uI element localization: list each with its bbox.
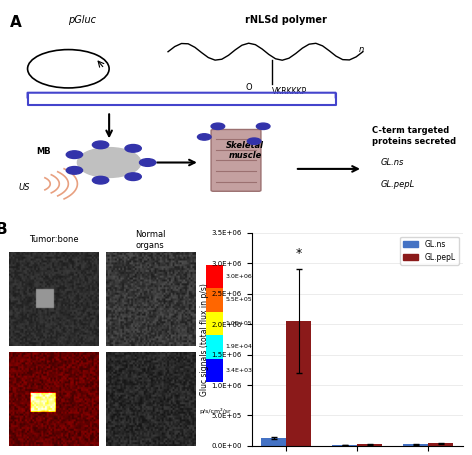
- Text: VKRKKKP: VKRKKKP: [272, 87, 307, 96]
- Text: pGluc: pGluc: [68, 15, 96, 25]
- Circle shape: [125, 145, 141, 152]
- Circle shape: [140, 159, 156, 167]
- Text: p/s/cm²/sr: p/s/cm²/sr: [199, 408, 231, 414]
- Text: 3.4E+03: 3.4E+03: [226, 368, 253, 373]
- Text: rNLSd polymer: rNLSd polymer: [245, 15, 327, 25]
- Bar: [286, 321, 311, 446]
- Text: Tumor:bone: Tumor:bone: [29, 235, 79, 244]
- Bar: [206, 335, 223, 359]
- Circle shape: [93, 177, 109, 184]
- Bar: [332, 445, 357, 446]
- Circle shape: [77, 147, 141, 177]
- Text: GL.pepL: GL.pepL: [381, 180, 415, 188]
- Bar: [403, 445, 428, 446]
- Text: GL.ns: GL.ns: [381, 158, 405, 167]
- Text: B: B: [0, 222, 8, 237]
- Bar: [206, 265, 223, 288]
- Bar: [428, 443, 453, 446]
- Text: C-term targeted
proteins secreted: C-term targeted proteins secreted: [372, 126, 456, 146]
- Bar: [206, 312, 223, 335]
- Text: 1.0E+05: 1.0E+05: [226, 321, 252, 326]
- Text: MB: MB: [37, 147, 51, 156]
- Bar: [261, 438, 286, 446]
- Text: 3.0E+06: 3.0E+06: [226, 274, 252, 279]
- Circle shape: [211, 123, 225, 130]
- Circle shape: [66, 167, 83, 174]
- Legend: GL.ns, GL.pepL: GL.ns, GL.pepL: [400, 237, 459, 264]
- Circle shape: [247, 138, 261, 144]
- Text: Skeletal
muscle: Skeletal muscle: [226, 141, 264, 160]
- Circle shape: [125, 173, 141, 181]
- Text: 1.9E+04: 1.9E+04: [226, 344, 253, 349]
- Bar: [206, 359, 223, 382]
- Circle shape: [197, 134, 211, 140]
- Text: A: A: [9, 15, 21, 30]
- Y-axis label: Gluc signals (total flux in p/s): Gluc signals (total flux in p/s): [200, 283, 209, 396]
- Bar: [206, 288, 223, 312]
- Text: 5.5E+05: 5.5E+05: [226, 298, 252, 303]
- Circle shape: [256, 123, 270, 130]
- Circle shape: [93, 141, 109, 149]
- Text: n: n: [358, 45, 363, 54]
- FancyBboxPatch shape: [211, 130, 261, 191]
- Text: *: *: [295, 247, 302, 260]
- Circle shape: [66, 151, 83, 158]
- Bar: [357, 445, 382, 446]
- Text: Normal
organs: Normal organs: [135, 230, 166, 250]
- Text: US: US: [18, 183, 30, 192]
- Text: O: O: [245, 83, 252, 92]
